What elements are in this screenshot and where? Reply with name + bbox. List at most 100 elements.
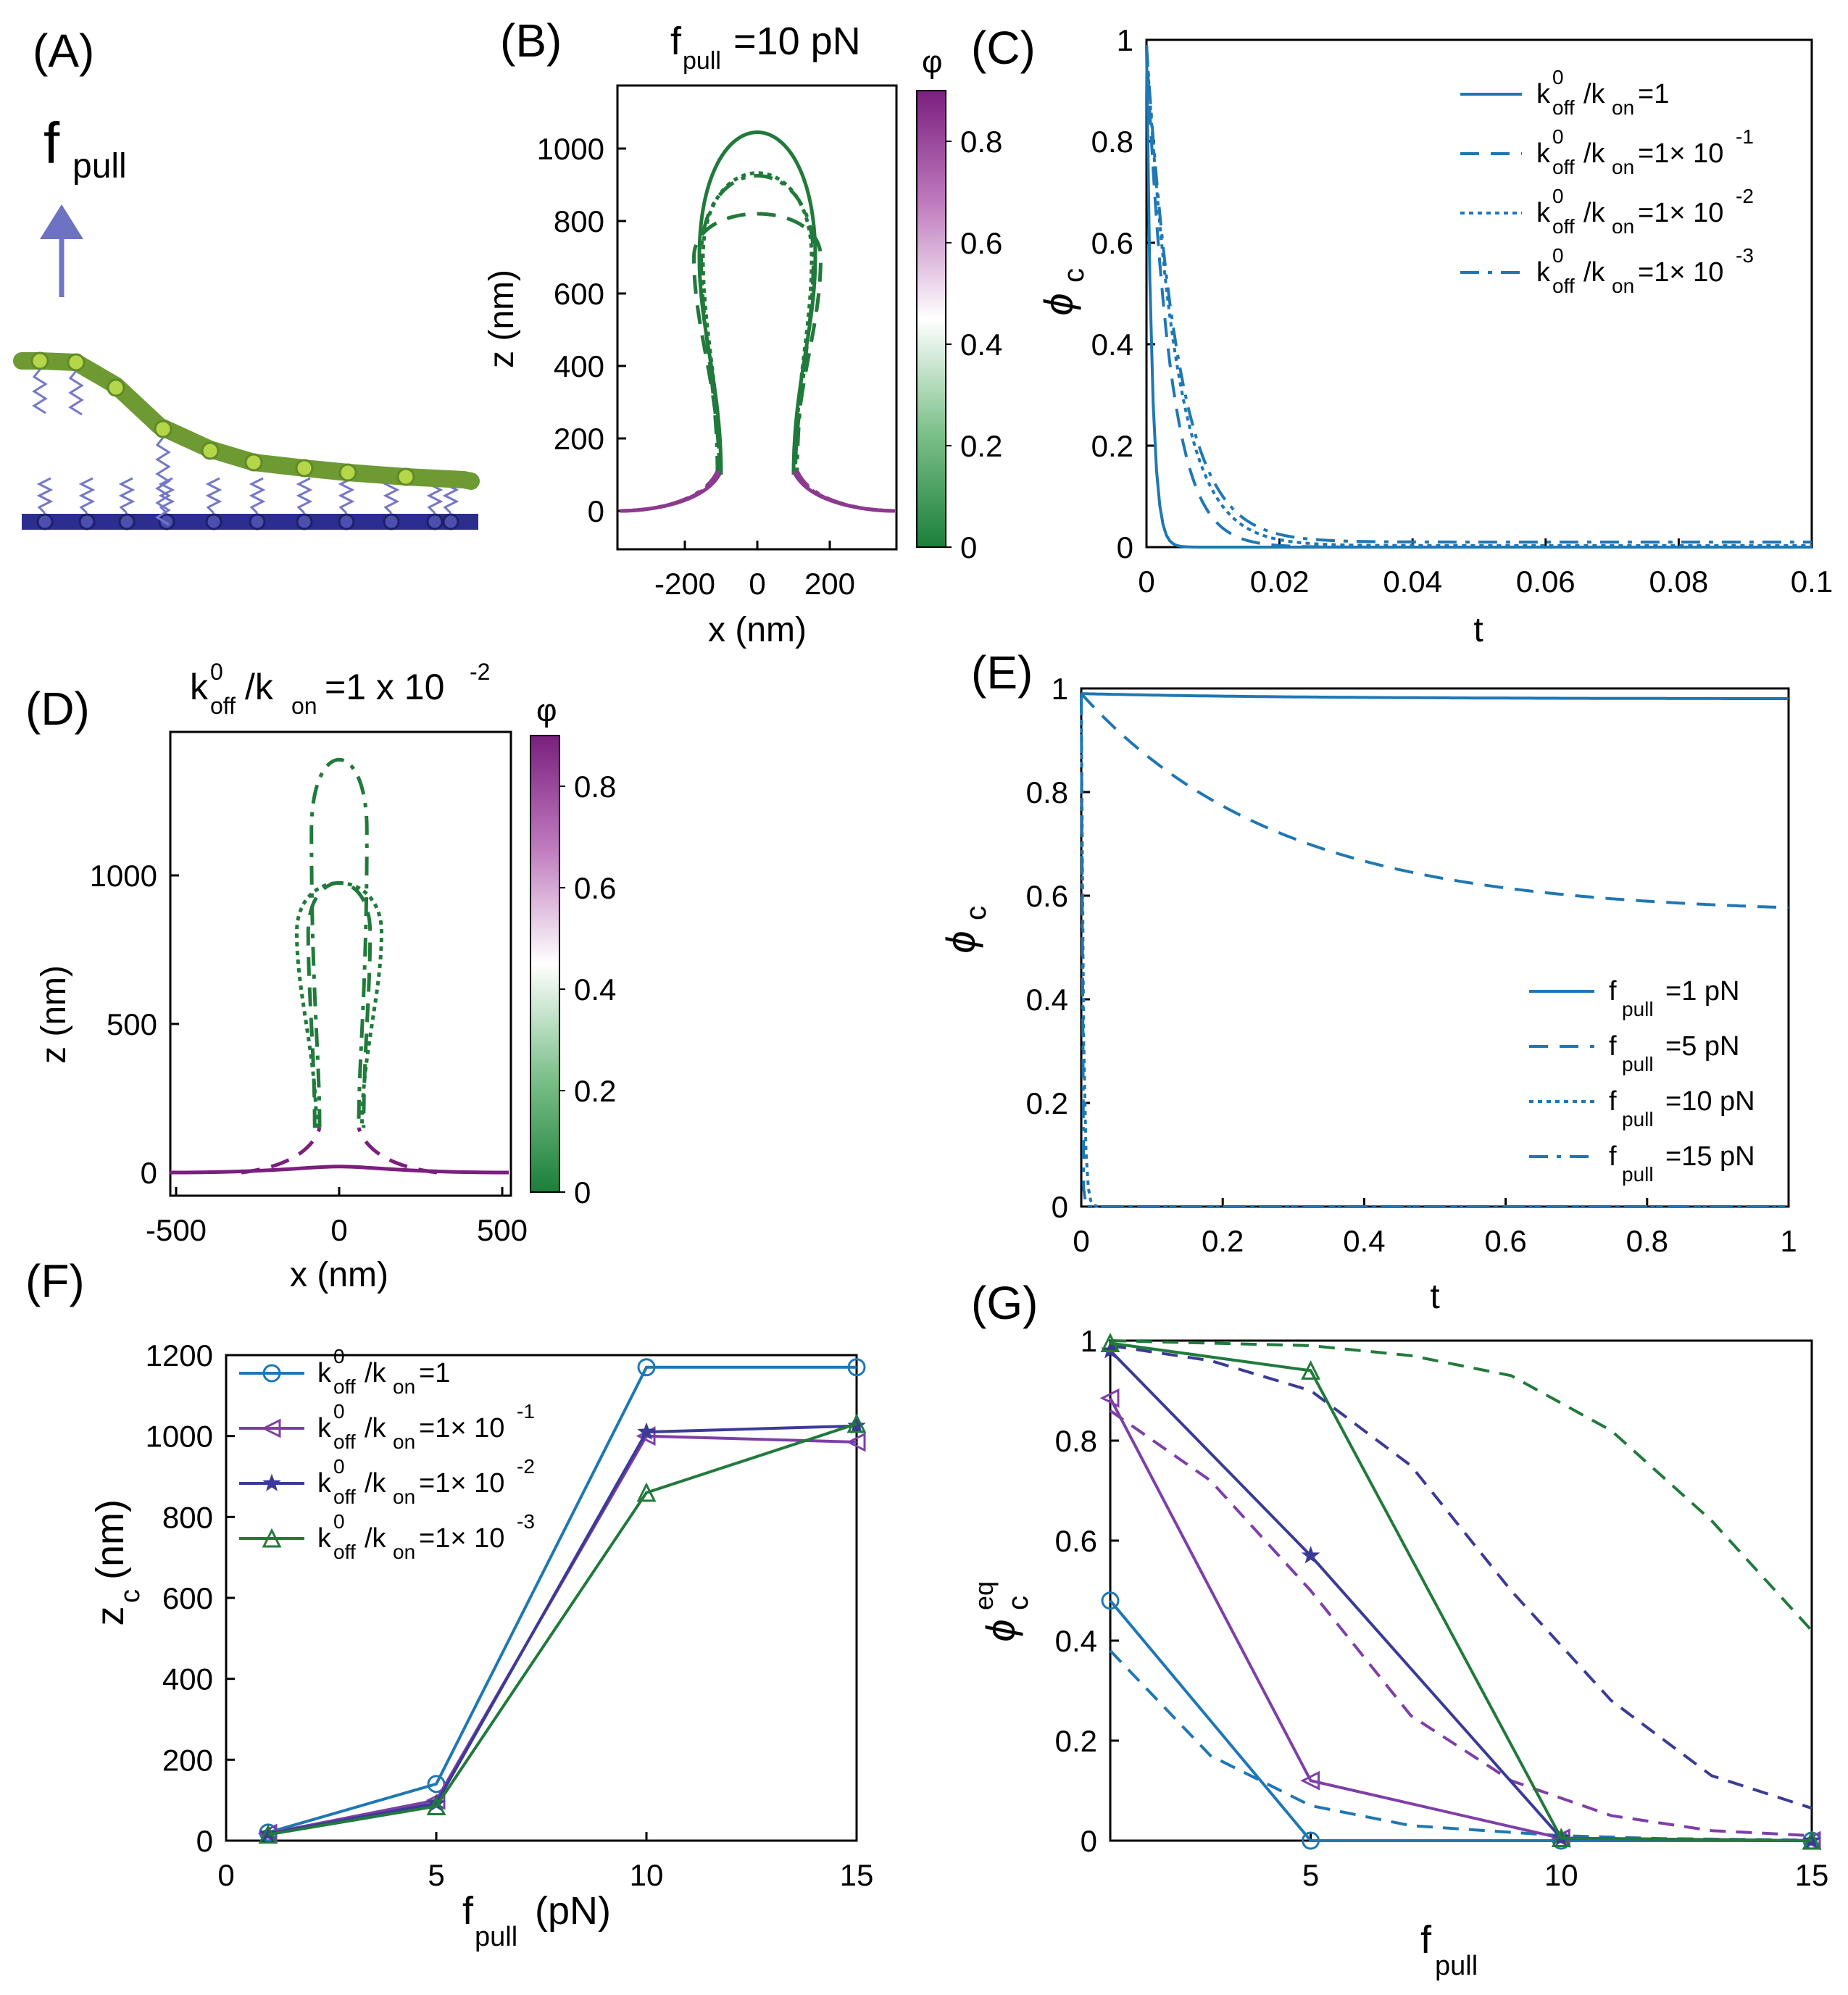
svg-text:(nm): (nm) xyxy=(88,1499,132,1580)
bottom-bead xyxy=(36,513,54,530)
svg-text:c: c xyxy=(960,906,992,920)
svg-text:f: f xyxy=(462,1889,474,1933)
force-subscript: pull xyxy=(72,147,127,186)
legend-k: k xyxy=(317,1468,332,1499)
series-line xyxy=(1145,44,1812,549)
legend-sup: 0 xyxy=(1552,125,1564,148)
marker-circle xyxy=(637,1358,656,1377)
cbar-tick-label: 0 xyxy=(574,1175,591,1209)
y-tick-label: 0.8 xyxy=(1091,125,1133,159)
y-tick-label: 0.6 xyxy=(1026,879,1068,913)
bound-spring xyxy=(338,477,355,515)
marker-star xyxy=(1301,1546,1320,1564)
force-label: f xyxy=(43,111,60,175)
bound-spring xyxy=(383,477,400,515)
legend-slash: /k xyxy=(1583,138,1606,169)
legend-f: f xyxy=(1609,1031,1617,1062)
y-tick-label: 0.4 xyxy=(1055,1624,1097,1658)
legend-slash: /k xyxy=(365,1523,387,1554)
legend-k: k xyxy=(317,1523,332,1554)
membrane-profile xyxy=(691,212,823,475)
marker-triangle-up xyxy=(426,1796,446,1816)
bound-spring xyxy=(78,477,96,515)
legend-on: on xyxy=(1612,96,1634,119)
legend-sub: pull xyxy=(1622,1163,1654,1186)
y-tick-label: 200 xyxy=(162,1743,213,1777)
y-tick-label: 1000 xyxy=(146,1420,213,1454)
panel-d-title: k 0 off /k on =1 x 10 -2 xyxy=(190,659,490,719)
legend-rest: =1× 10 xyxy=(419,1413,504,1444)
bound-spring xyxy=(249,477,266,515)
panel-g-xlabel: f pull xyxy=(1420,1918,1478,1981)
y-tick-label: 1000 xyxy=(537,132,604,166)
theory-line xyxy=(1109,1649,1812,1842)
svg-text:=1 x 10: =1 x 10 xyxy=(325,667,444,707)
cbar-tick-label: 0.6 xyxy=(574,871,616,905)
bottom-bead xyxy=(158,513,175,530)
y-tick-label: 1000 xyxy=(90,859,157,893)
svg-text:(pN): (pN) xyxy=(535,1889,611,1933)
legend-slash: /k xyxy=(365,1358,387,1388)
series-line xyxy=(1109,1397,1812,1842)
svg-text:-2: -2 xyxy=(470,659,490,685)
x-tick-label: 0.4 xyxy=(1343,1224,1385,1258)
series-line xyxy=(1145,44,1812,549)
legend-off: off xyxy=(1552,275,1575,297)
panel-e-ylabel: ϕ c xyxy=(938,906,992,954)
panel-c-axes xyxy=(1145,38,1813,549)
series-line xyxy=(267,1422,857,1836)
cbar-tick-label: 0.8 xyxy=(960,125,1002,159)
legend-off: off xyxy=(1552,156,1575,178)
y-tick-label: 0.8 xyxy=(1055,1424,1097,1458)
top-bead xyxy=(338,463,357,482)
panel-f-xlabel: f pull (pN) xyxy=(462,1889,611,1952)
legend-sup: 0 xyxy=(1552,185,1564,207)
cbar-tick-label: 0.8 xyxy=(574,770,616,804)
panel-e-ticks: 0 0.2 0.4 0.6 0.8 1 0 0.2 0.4 0.6 0.8 1 xyxy=(1026,672,1797,1258)
legend-exp: -1 xyxy=(1736,125,1754,148)
panel-g: (G) 5 10 15 0 0.2 0.4 0.6 0.8 1 f pull ϕ c eq xyxy=(969,1277,1828,1981)
cbar-tick-label: 0 xyxy=(960,530,977,565)
x-tick-label: 0 xyxy=(1073,1224,1089,1258)
membrane-profile xyxy=(699,174,816,475)
x-tick-label: 15 xyxy=(840,1858,874,1892)
legend-f: f xyxy=(1609,1086,1617,1117)
bound-spring xyxy=(205,477,222,515)
legend-off: off xyxy=(333,1430,356,1453)
legend-off: off xyxy=(333,1486,356,1508)
legend-on: on xyxy=(393,1486,415,1508)
panel-b-axes xyxy=(616,84,898,551)
panel-c-ylabel: ϕ c xyxy=(1036,268,1090,316)
x-tick-label: 0 xyxy=(330,1213,347,1247)
svg-text:0: 0 xyxy=(210,659,223,685)
y-tick-label: 400 xyxy=(162,1662,213,1696)
legend-sup: 0 xyxy=(333,1345,345,1367)
series-line xyxy=(1109,1599,1812,1842)
y-tick-label: 200 xyxy=(554,422,604,456)
legend-exp: -3 xyxy=(517,1510,535,1533)
y-tick-label: 0.6 xyxy=(1091,226,1133,260)
x-tick-label: 0.8 xyxy=(1626,1224,1668,1258)
top-bead xyxy=(201,441,220,460)
x-tick-label: 0.02 xyxy=(1250,565,1310,599)
x-tick-label: 500 xyxy=(477,1213,528,1247)
panel-c-xlabel: t xyxy=(1473,611,1483,649)
y-tick-label: 800 xyxy=(554,204,604,238)
legend-rest: =10 pN xyxy=(1665,1086,1755,1117)
panel-f-lines xyxy=(257,1358,867,1844)
legend-off: off xyxy=(333,1375,356,1398)
top-bead xyxy=(67,353,86,372)
svg-text:ϕ: ϕ xyxy=(1036,293,1081,315)
y-tick-label: 1 xyxy=(1117,23,1133,57)
bottom-bead xyxy=(426,513,444,530)
svg-text:k: k xyxy=(190,667,209,707)
marker-triangle-up xyxy=(1100,1333,1120,1352)
panel-g-lines xyxy=(1099,1333,1822,1851)
x-tick-label: 0.04 xyxy=(1383,565,1442,599)
bound-spring xyxy=(118,477,136,515)
series-line xyxy=(267,1424,857,1836)
legend-exp: -1 xyxy=(517,1400,535,1423)
panel-d-label: (D) xyxy=(25,683,90,735)
svg-text:z: z xyxy=(88,1607,132,1626)
panel-c-ticks: 0 0.02 0.04 0.06 0.08 0.1 0 0.2 0.4 0.6 0.8 1 xyxy=(1091,23,1834,599)
